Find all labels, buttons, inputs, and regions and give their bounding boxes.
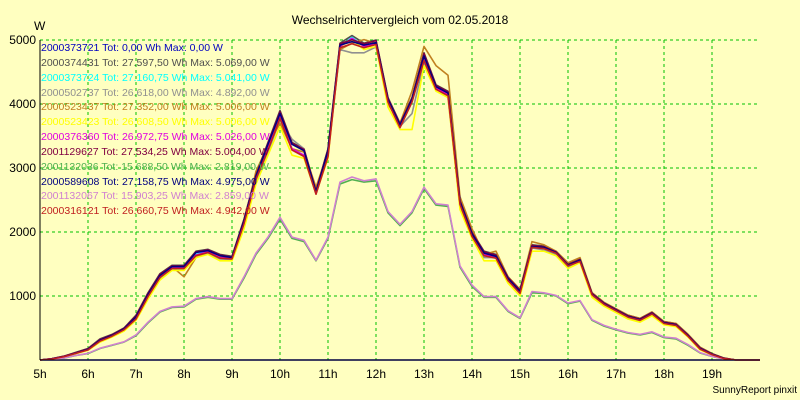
y-tick-labels: 1000 2000 3000 4000 5000 xyxy=(9,33,36,303)
legend-entry-1: 2000373721 Tot: 0,00 Wh Max: 0,00 W xyxy=(41,42,223,54)
legend-entry-11: 2001132067 Tot: 15.903,25 Wh Max: 2.859,… xyxy=(41,190,269,203)
y-tick-label: 3000 xyxy=(9,161,36,175)
legend-entry-8: 2001129627 Tot: 27.534,25 Wh Max: 5.004,… xyxy=(41,145,269,158)
x-tick-label: 12h xyxy=(366,367,386,381)
x-tick-label: 5h xyxy=(33,367,46,381)
grid xyxy=(40,39,760,360)
legend-entry-2: 2000374431 Tot: 27.597,50 Wh Max: 5.069,… xyxy=(41,56,270,69)
x-tick-label: 17h xyxy=(606,367,626,381)
series-line-12 xyxy=(39,42,760,361)
x-tick-label: 9h xyxy=(225,367,238,381)
x-tick-label: 11h xyxy=(318,367,337,381)
x-tick-label: 8h xyxy=(177,367,190,381)
x-tick-label: 10h xyxy=(270,367,290,381)
chart-title: Wechselrichtervergleich vom 02.05.2018 xyxy=(292,13,509,27)
legend-entry-6: 2000523423 Tot: 26.608,50 Wh Max: 5.006,… xyxy=(41,116,270,129)
legend-entry-10: 2000589608 Tot: 27.158,75 Wh Max: 4.975,… xyxy=(41,175,270,188)
series-line-11 xyxy=(39,176,760,361)
y-tick-label: 5000 xyxy=(9,33,36,47)
x-tick-label: 6h xyxy=(81,367,94,381)
y-tick-label: 4000 xyxy=(9,97,36,111)
legend-entry-5: 2000523437 Tot: 27.352,00 Wh Max: 5.006,… xyxy=(41,101,270,114)
legend: 2000373721 Tot: 0,00 Wh Max: 0,00 W 20003… xyxy=(41,41,270,219)
series-line-6 xyxy=(39,38,760,361)
x-tick-labels: 5h 6h 7h 8h 9h 10h 11h 12h 13h 14h 15h 16h 17h 18h 19h xyxy=(33,367,722,381)
legend-entry-7: 2000376360 Tot: 26.972,75 Wh Max: 5.026,… xyxy=(41,131,270,144)
x-tick-label: 19h xyxy=(702,367,722,381)
footer-label: SunnyReport pinxit xyxy=(713,385,798,396)
x-tick-label: 13h xyxy=(414,367,434,381)
legend-entry-3: 2000373724 Tot: 27.160,75 Wh Max: 5.041,… xyxy=(41,71,270,84)
plot-background xyxy=(40,40,760,360)
legend-entry-12: 2000316121 Tot: 26.660,75 Wh Max: 4.942,… xyxy=(41,205,270,218)
x-tick-label: 7h xyxy=(129,367,142,381)
y-tick-label: 1000 xyxy=(9,289,36,303)
x-tick-label: 14h xyxy=(462,367,482,381)
x-tick-label: 15h xyxy=(510,367,530,381)
y-axis-unit-label: W xyxy=(34,19,46,33)
y-tick-label: 2000 xyxy=(9,225,36,239)
legend-entry-4: 2000502737 Tot: 26.618,00 Wh Max: 4.892,… xyxy=(41,86,270,99)
legend-entry-9: 2001132036 Tot: 15.688,50 Wh Max: 2.819,… xyxy=(41,160,269,173)
x-tick-label: 18h xyxy=(654,367,674,381)
x-tick-label: 16h xyxy=(558,367,578,381)
